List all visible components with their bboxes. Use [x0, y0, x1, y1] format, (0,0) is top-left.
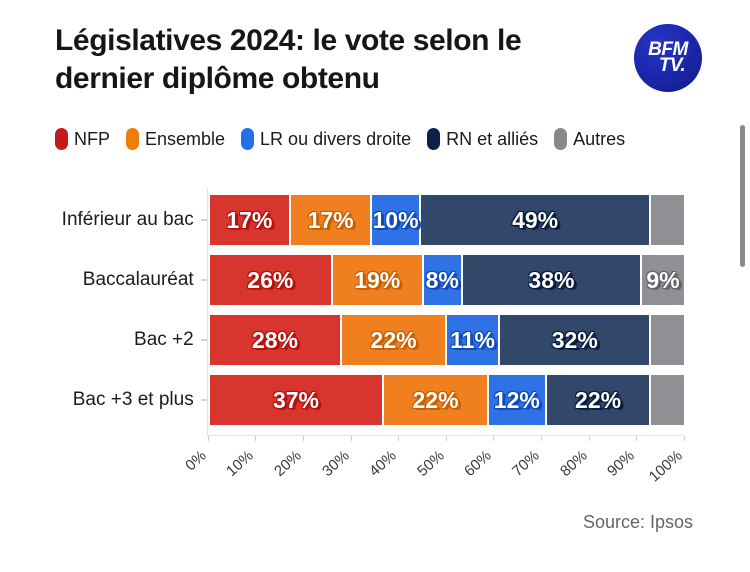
category-label: Bac +2 [134, 329, 194, 350]
category-labels: Inférieur au bac Baccalauréat Bac +2 Bac +3… [0, 188, 207, 436]
legend-swatch-icon [55, 128, 68, 150]
x-axis-tick [398, 436, 400, 441]
bar-segment-ensemble: 19% [332, 255, 422, 305]
bar-row-bac-3-et-plus: 37% 22% 12% 22% [208, 375, 684, 425]
bar-segment-ensemble: 17% [290, 195, 371, 245]
bar-segment-ensemble: 22% [342, 315, 445, 365]
bar-value-label: 17% [307, 206, 354, 233]
legend-swatch-icon [554, 128, 568, 150]
legend-item-lr-ou-divers-droite: LR ou divers droite [241, 128, 411, 150]
bar-segment-autres: 9% [642, 255, 684, 305]
logo-text-bfm: BFM [648, 39, 688, 60]
bar-value-label: 11% [450, 326, 495, 353]
x-axis-tick [493, 436, 495, 441]
bar-value-label: 10% [372, 206, 419, 233]
chart-legend: NFP Ensemble LR ou divers droite RN et alli… [55, 128, 625, 150]
stacked-bar-chart: Inférieur au bac Baccalauréat Bac +2 Bac +3… [0, 188, 686, 485]
y-axis-tick [200, 279, 207, 281]
x-axis-tick [636, 436, 638, 441]
source-credit: Source: Ipsos [582, 512, 693, 532]
legend-item-ensemble: Ensemble [126, 128, 225, 150]
y-axis-tick [200, 339, 207, 341]
bar-segment-rn-et-alli-s: 49% [420, 195, 650, 245]
plot-area: 17% 17% 10% 49% 26% 19% 8% 38% 9% 28% 22% 11% 32% 37%… [182, 188, 686, 485]
legend-label: Autres [573, 128, 626, 149]
legend-label: Ensemble [145, 128, 226, 149]
legend-label: RN et alliés [446, 128, 539, 149]
bar-segment-lr-ou-divers-droite: 8% [423, 255, 461, 305]
bar-value-label: 17% [226, 206, 273, 233]
bar-row-bac-2: 28% 22% 11% 32% [208, 315, 684, 365]
x-axis-tick [588, 436, 590, 441]
bar-segment-autres [651, 195, 684, 245]
legend-item-autres: Autres [554, 128, 625, 150]
bar-segment-autres [651, 315, 684, 365]
x-axis-tick [255, 436, 257, 441]
bar-row-baccalaur-at: 26% 19% 8% 38% 9% [208, 255, 684, 305]
x-axis-tick [207, 436, 209, 441]
logo-text-tv: TV. [658, 55, 686, 76]
legend-swatch-icon [241, 128, 255, 150]
legend-swatch-icon [126, 128, 139, 150]
title-line-1: Législatives 2024: le vote selon le [55, 24, 522, 57]
bar-value-label: 22% [575, 386, 622, 413]
x-axis-tick [350, 436, 352, 441]
bar-segment-rn-et-alli-s: 22% [546, 375, 650, 425]
page-title: Législatives 2024: le vote selon le dern… [55, 22, 522, 98]
y-axis-tick [200, 399, 207, 401]
x-axis-tick [684, 436, 685, 441]
x-axis-tick [302, 436, 304, 441]
x-axis-tick [541, 436, 543, 441]
category-label: Bac +3 et plus [72, 389, 194, 410]
bar-value-label: 32% [551, 326, 598, 353]
bar-segment-nfp: 26% [209, 255, 331, 305]
bar-segment-rn-et-alli-s: 32% [500, 315, 650, 365]
bar-segment-lr-ou-divers-droite: 10% [372, 195, 419, 245]
bar-segment-nfp: 17% [209, 195, 289, 245]
category-label: Inférieur au bac [61, 209, 194, 230]
y-axis-tick [200, 219, 207, 221]
legend-item-rn-et-alli-s: RN et alliés [427, 128, 538, 150]
bar-value-label: 22% [370, 326, 417, 353]
bar-segment-lr-ou-divers-droite: 11% [446, 315, 499, 365]
legend-label: NFP [74, 128, 110, 149]
bar-value-label: 9% [646, 266, 680, 293]
bfmtv-logo: BFM TV. [634, 24, 702, 92]
bar-value-label: 38% [528, 266, 575, 293]
category-label: Baccalauréat [82, 269, 194, 290]
bar-value-label: 8% [425, 266, 459, 293]
scrollbar-thumb[interactable] [740, 125, 745, 267]
bar-segment-nfp: 37% [209, 375, 383, 425]
bar-segment-rn-et-alli-s: 38% [462, 255, 641, 305]
legend-item-nfp: NFP [55, 128, 110, 150]
legend-swatch-icon [427, 128, 441, 150]
bar-segment-nfp: 28% [209, 315, 341, 365]
bar-row-inf-rieur-au-bac: 17% 17% 10% 49% [208, 195, 684, 245]
legend-label: LR ou divers droite [260, 128, 412, 149]
bar-value-label: 28% [251, 326, 298, 353]
x-axis-tick [445, 436, 447, 441]
bar-value-label: 37% [272, 386, 319, 413]
bar-segment-ensemble: 22% [384, 375, 487, 425]
bar-value-label: 19% [354, 266, 401, 293]
bar-value-label: 22% [412, 386, 459, 413]
bar-segment-autres [651, 375, 684, 425]
bar-value-label: 49% [512, 206, 559, 233]
title-line-2: dernier diplôme obtenu [55, 62, 380, 95]
bar-value-label: 26% [247, 266, 294, 293]
bar-segment-lr-ou-divers-droite: 12% [488, 375, 545, 425]
bar-value-label: 12% [493, 386, 540, 413]
